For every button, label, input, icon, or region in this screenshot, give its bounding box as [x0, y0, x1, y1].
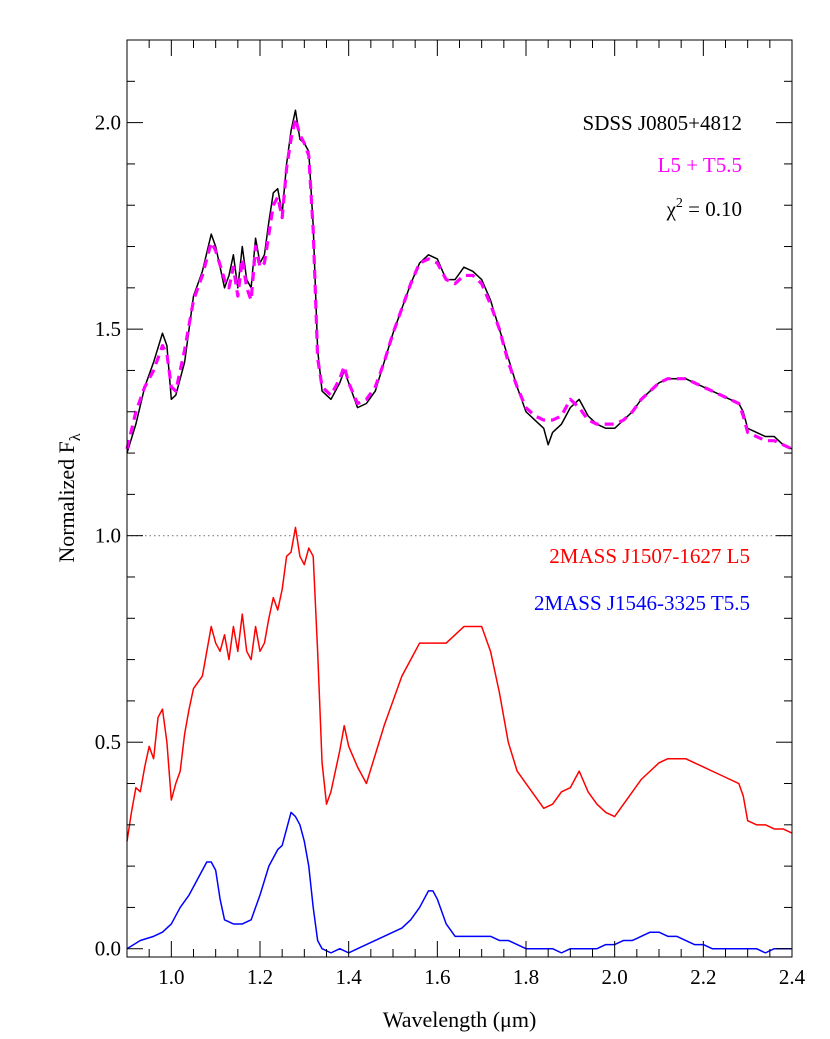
y-tick-labels: 0.0 0.5 1.0 1.5 2.0: [95, 111, 121, 961]
series-lines: [125, 109, 793, 954]
axis-ticks: [126, 39, 793, 957]
x-tick-labels: 1.0 1.2 1.4 1.6 1.8 2.0 2.2 2.4: [158, 965, 805, 989]
x-tick-label: 1.8: [513, 965, 539, 989]
y-tick-label: 1.0: [95, 524, 121, 548]
chi-value: = 0.10: [683, 197, 742, 221]
annotation-composite-label: L5 + T5.5: [658, 153, 742, 177]
y-tick-label: 0.0: [95, 937, 121, 961]
series-line-2: [126, 526, 793, 842]
annotation-t55-label: 2MASS J1546-3325 T5.5: [534, 591, 750, 615]
annotation-chi-squared: χ2 = 0.10: [666, 196, 742, 221]
y-axis-title-subscript: λ: [67, 433, 84, 441]
x-tick-label: 1.0: [158, 965, 184, 989]
plot-frame: [126, 39, 793, 958]
x-tick-label: 2.2: [690, 965, 716, 989]
x-tick-label: 2.0: [602, 965, 628, 989]
x-axis-title: Wavelength (μm): [383, 1007, 537, 1032]
chi-symbol: χ: [666, 197, 677, 221]
annotation-sdss-name: SDSS J0805+4812: [583, 111, 742, 135]
x-tick-label: 2.4: [779, 965, 806, 989]
chi-superscript: 2: [676, 196, 683, 211]
y-axis-title-main: Normalized F: [54, 441, 79, 563]
series-line-1: [125, 116, 793, 451]
y-tick-label: 0.5: [95, 730, 121, 754]
y-axis-title: Normalized Fλ: [54, 433, 84, 563]
y-tick-label: 1.5: [95, 317, 121, 341]
y-tick-label: 2.0: [95, 111, 121, 135]
annotation-l5-label: 2MASS J1507-1627 L5: [549, 544, 750, 568]
x-tick-label: 1.2: [247, 965, 273, 989]
x-tick-label: 1.4: [336, 965, 363, 989]
x-tick-label: 1.6: [424, 965, 450, 989]
series-line-3: [126, 811, 792, 954]
